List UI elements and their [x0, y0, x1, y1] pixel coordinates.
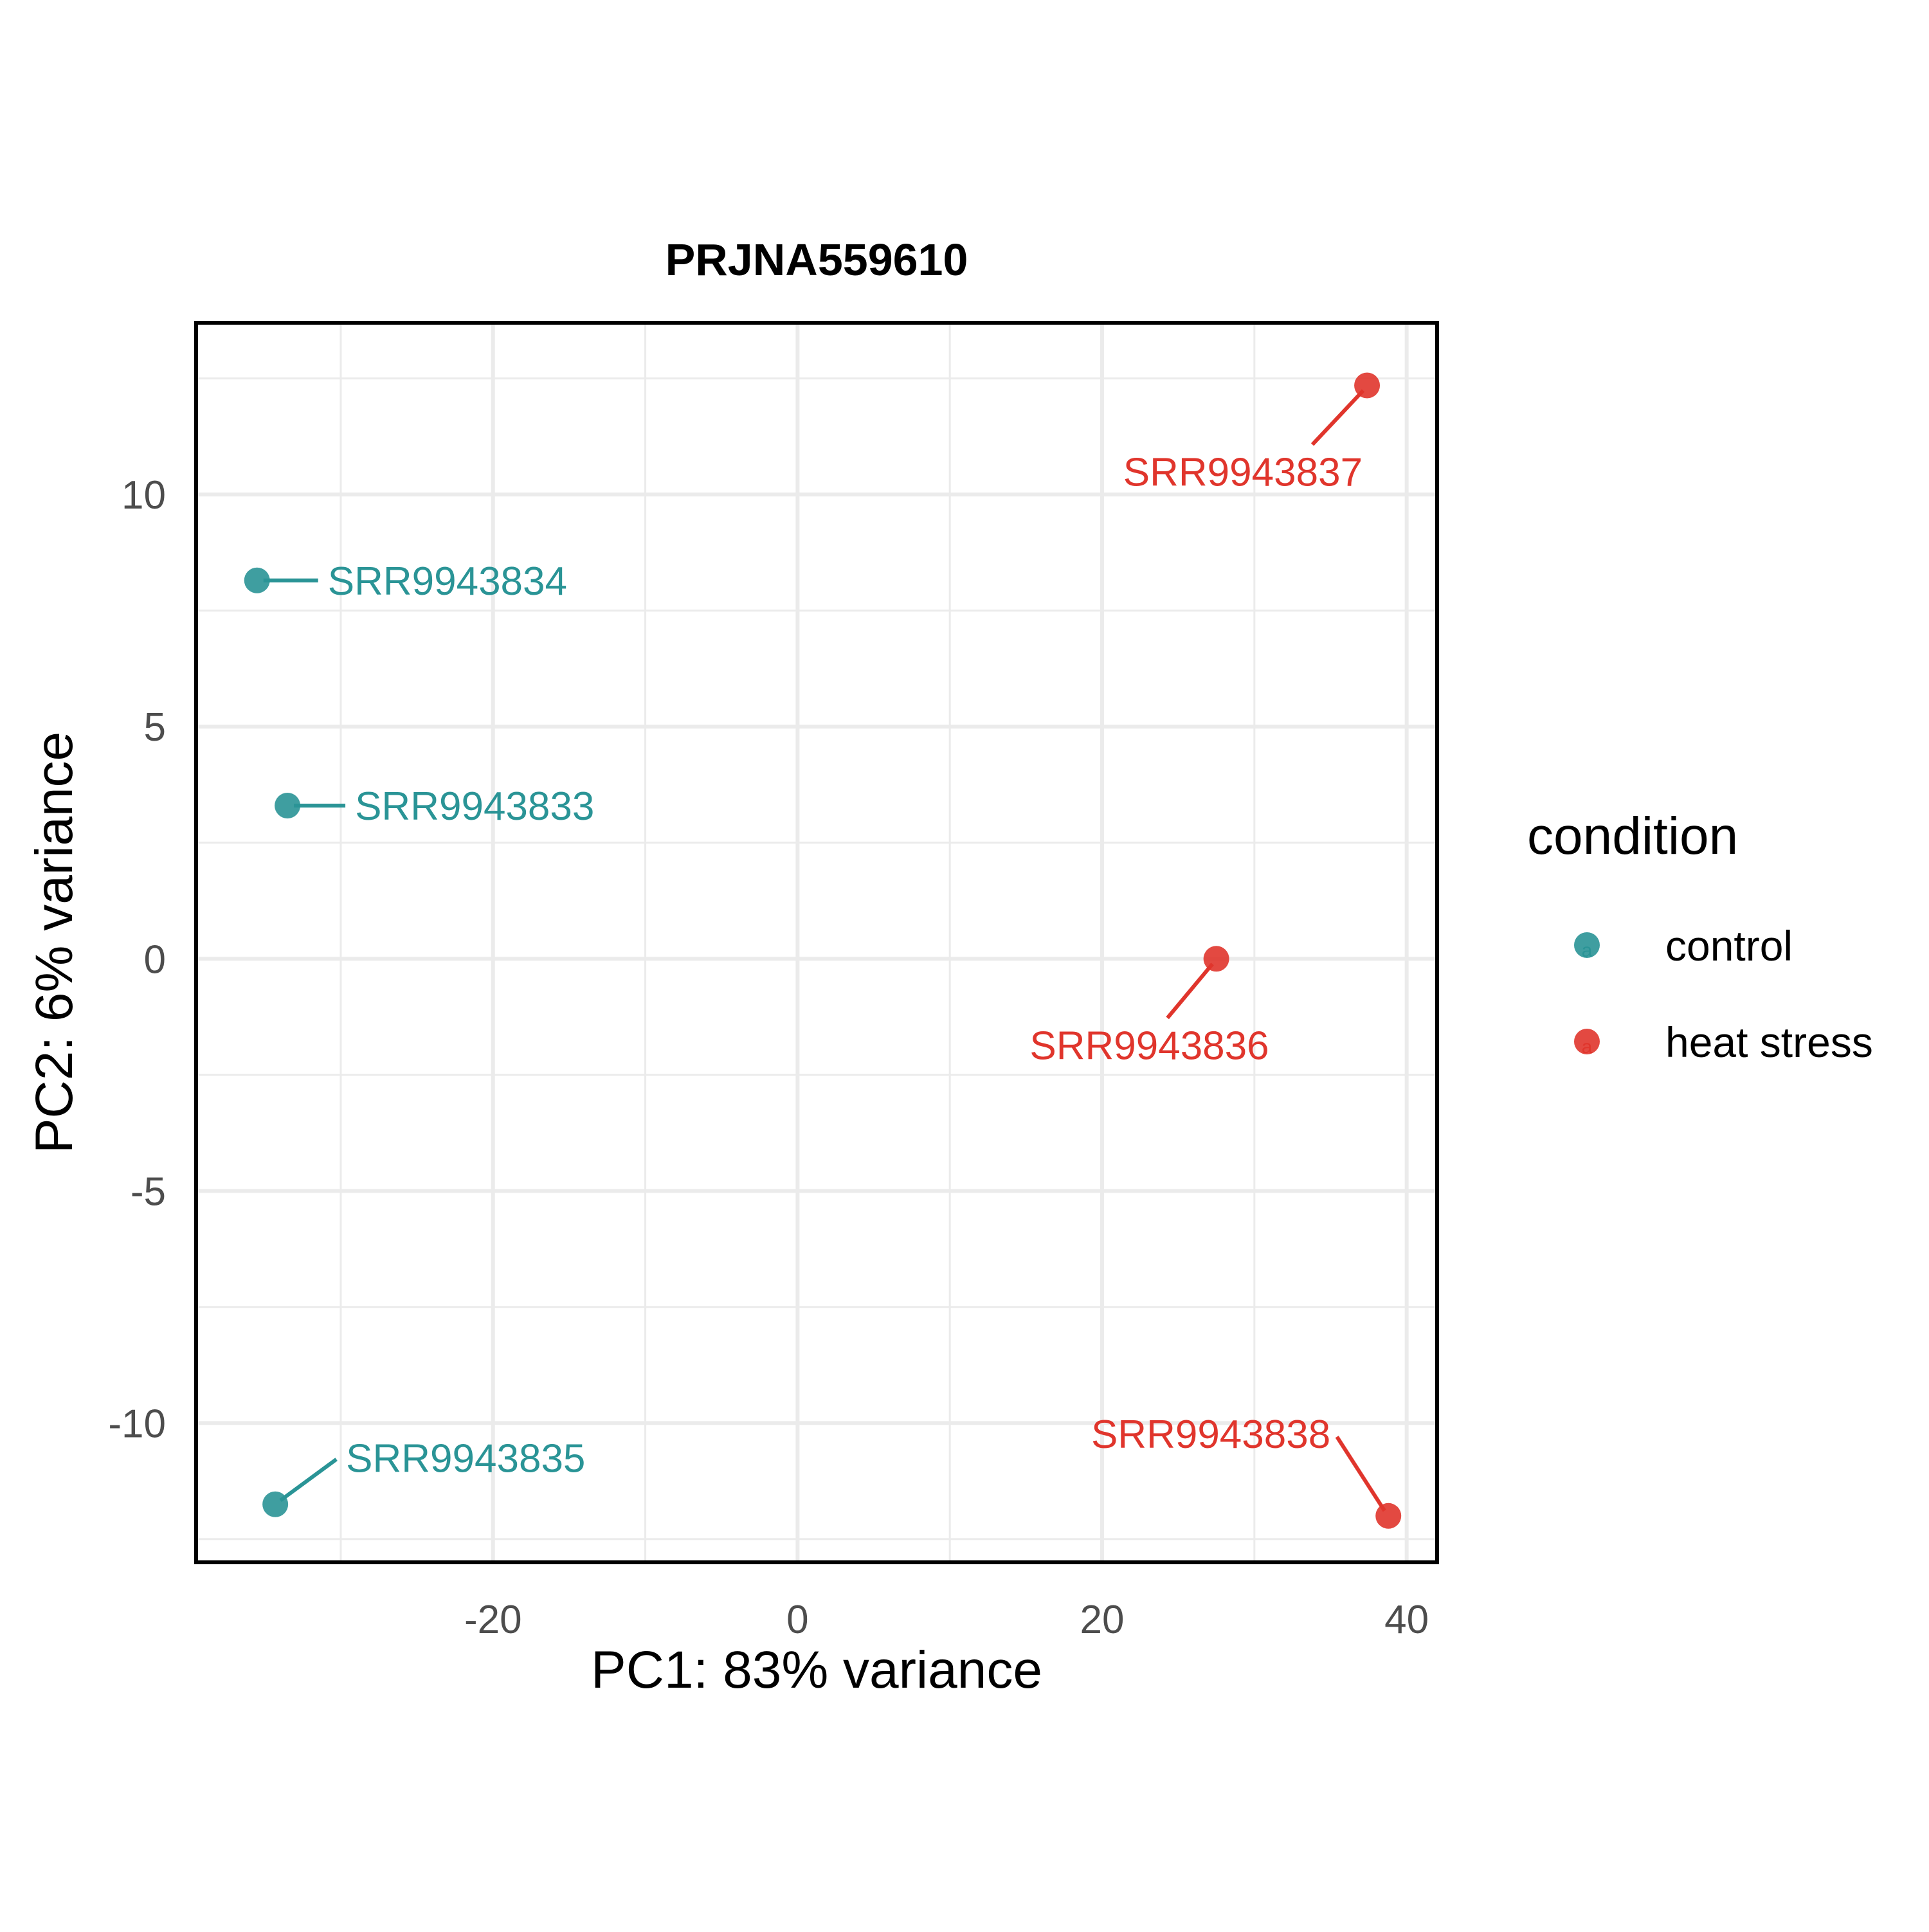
- y-axis-title: PC2: 6% variance: [25, 732, 84, 1153]
- x-tick-label: -20: [464, 1598, 522, 1642]
- x-axis-title: PC1: 83% variance: [591, 1641, 1042, 1699]
- label-leader-line: [279, 1458, 338, 1503]
- legend-key-heat-stress: [1574, 1029, 1600, 1054]
- data-point-control: [275, 792, 301, 818]
- x-tick-label: 40: [1384, 1598, 1429, 1642]
- legend-title: condition: [1527, 807, 1738, 865]
- data-point-label: SRR9943837: [1123, 450, 1363, 494]
- data-point-label: SRR9943834: [328, 559, 567, 604]
- legend: condition a control a heat stress: [1527, 807, 1873, 1066]
- data-point-heat-stress: [1375, 1503, 1402, 1529]
- legend-entries: a control a heat stress: [1574, 922, 1873, 1066]
- label-leader-line: [1310, 389, 1365, 446]
- x-tick-label: 0: [786, 1598, 808, 1642]
- grid-layer: [196, 323, 1437, 1562]
- data-point-label: SRR9943833: [355, 784, 594, 829]
- legend-key-glyph: a: [1582, 940, 1593, 961]
- data-point-control: [262, 1491, 289, 1517]
- data-point-heat-stress: [1354, 372, 1381, 399]
- label-leader-line: [1166, 962, 1214, 1020]
- data-point-label: SRR9943836: [1029, 1024, 1269, 1068]
- data-point-control: [244, 567, 270, 593]
- mark-layer: SRR9943834 SRR9943833 SRR9943835 SRR9943837…: [244, 372, 1402, 1529]
- data-point-label: SRR9943838: [1091, 1413, 1330, 1457]
- y-tick-label: 5: [144, 705, 166, 750]
- data-point-heat-stress: [1203, 946, 1229, 972]
- legend-key-glyph: a: [1582, 1036, 1593, 1058]
- plot-panel-border: [194, 321, 1439, 1564]
- axis-layer: -20 0 20 40 -10 -5 0 5 10: [108, 473, 1429, 1642]
- chart-title: PRJNA559610: [666, 235, 968, 285]
- legend-key-control: [1574, 932, 1600, 958]
- legend-label: heat stress: [1665, 1018, 1873, 1066]
- y-tick-label: -10: [108, 1402, 166, 1446]
- x-tick-label: 20: [1080, 1598, 1125, 1642]
- label-leader-line: [1335, 1436, 1386, 1512]
- legend-label: control: [1665, 922, 1793, 970]
- y-tick-label: 0: [144, 937, 166, 982]
- y-tick-label: 10: [122, 473, 166, 518]
- data-point-label: SRR9943835: [346, 1437, 585, 1481]
- y-tick-label: -5: [131, 1169, 166, 1214]
